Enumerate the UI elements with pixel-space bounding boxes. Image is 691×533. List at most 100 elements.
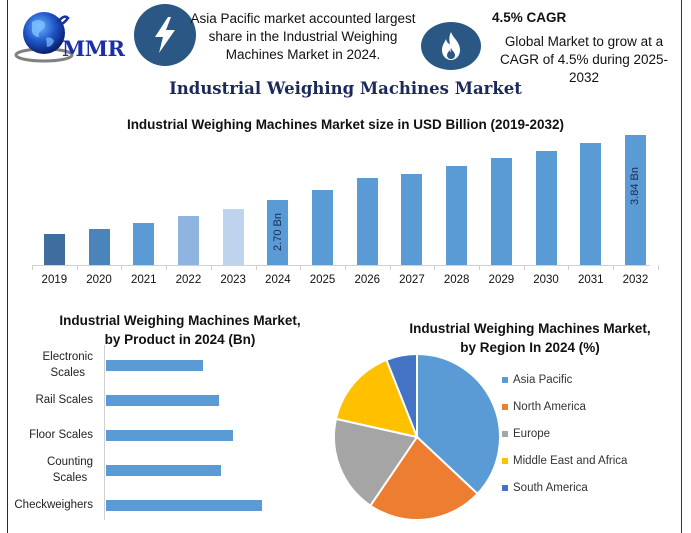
highlight-line: Machines Market in 2024. <box>225 47 381 62</box>
product-label: Floor Scales <box>29 429 93 441</box>
product-bar <box>106 394 219 406</box>
logo-text: MMR <box>62 36 125 61</box>
legend-label: Asia Pacific <box>513 374 573 386</box>
legend-swatch <box>502 431 508 437</box>
legend-swatch <box>502 485 508 491</box>
x-tick <box>523 265 525 270</box>
flame-icon <box>421 22 481 70</box>
x-tick-label: 2020 <box>86 274 112 286</box>
bar-2019 <box>43 234 65 265</box>
cagr-title: 4.5% CAGR <box>492 10 567 25</box>
legend-item: Middle East and Africa <box>502 455 627 467</box>
x-tick-label: 2029 <box>488 274 515 286</box>
x-tick <box>166 265 168 270</box>
x-tick-label: 2031 <box>577 274 604 286</box>
x-tick-label: 2030 <box>533 274 559 286</box>
legend-label: Middle East and Africa <box>513 455 628 467</box>
bar-2023 <box>222 209 244 265</box>
legend-item: Europe <box>502 428 550 440</box>
bar-2031 <box>580 143 602 265</box>
product-label: Rail Scales <box>35 394 93 406</box>
product-label: Counting Scales <box>46 456 93 484</box>
x-tick-label: 2028 <box>443 274 470 286</box>
pie-slice-europe <box>333 417 419 508</box>
product-chart-title: Industrial Weighing Machines Market, by … <box>40 311 320 349</box>
legend-swatch <box>502 458 508 464</box>
bar-2029 <box>490 158 512 265</box>
product-bar <box>106 429 233 441</box>
x-tick <box>479 265 480 270</box>
x-tick <box>613 265 615 270</box>
bar-2028 <box>446 166 468 265</box>
lightning-icon <box>134 4 196 66</box>
x-tick-label: 2021 <box>130 274 157 286</box>
bar-chart-title: Industrial Weighing Machines Market size… <box>126 117 565 132</box>
mmr-logo: MMR <box>14 8 132 66</box>
highlight-cagr: Global Market to grow at a CAGR of 4.5% … <box>485 33 683 87</box>
x-tick <box>434 265 436 270</box>
pie-slice-asia-pacific <box>416 352 501 496</box>
bar-2030 <box>535 151 557 265</box>
x-tick-label: 2032 <box>622 274 649 286</box>
x-tick-label: 2024 <box>265 274 291 286</box>
bar-2020 <box>88 229 110 265</box>
bar-2027 <box>401 174 423 265</box>
product-label: Electronic Scales <box>42 351 94 379</box>
legend-label: South America <box>513 482 588 494</box>
bar-2026 <box>356 178 378 265</box>
title-line: Industrial Weighing Machines Market, <box>409 321 651 336</box>
bar-2021 <box>133 223 155 265</box>
product-bar <box>106 359 203 371</box>
x-tick <box>210 265 212 270</box>
x-axis <box>32 265 650 266</box>
highlight-asia-pacific: Asia Pacific market accounted largest sh… <box>190 10 416 64</box>
page-title: Industrial Weighing Machines Market <box>169 79 522 98</box>
region-pie-chart <box>333 352 501 521</box>
legend-swatch <box>502 404 508 410</box>
pie-slice-south-america <box>385 352 418 438</box>
highlight-line: Global Market to grow at a <box>504 34 664 49</box>
highlight-line: Asia Pacific market accounted largest <box>190 11 416 26</box>
pie-slice-north-america <box>368 435 479 521</box>
region-chart-title: Industrial Weighing Machines Market, by … <box>380 319 680 357</box>
data-label-2024: 2.70 Bn <box>271 212 284 251</box>
x-tick-label: 2026 <box>354 274 381 286</box>
x-tick <box>121 265 123 270</box>
legend-label: Europe <box>513 428 551 440</box>
x-tick <box>32 265 33 270</box>
legend-item: Asia Pacific <box>502 374 572 386</box>
bar-2024 <box>267 200 289 265</box>
x-tick-label: 2027 <box>399 274 425 286</box>
x-tick <box>300 265 302 270</box>
bar-2022 <box>177 216 199 265</box>
x-tick <box>657 265 659 270</box>
highlight-line: CAGR of 4.5% during 2025-2032 <box>499 52 669 85</box>
y-axis <box>104 345 105 520</box>
bar-2032 <box>624 135 646 265</box>
x-tick <box>344 265 346 270</box>
pie-slice-middle-east-and-africa <box>334 358 419 439</box>
bar-2025 <box>312 190 334 265</box>
title-line: by Region In 2024 (%) <box>460 340 600 355</box>
legend-label: North America <box>513 401 586 413</box>
x-tick <box>568 265 570 270</box>
globe-icon <box>14 12 74 63</box>
title-line: by Product in 2024 (Bn) <box>104 332 256 347</box>
legend-swatch <box>502 377 508 383</box>
x-tick-label: 2019 <box>41 274 68 286</box>
product-bar <box>106 464 221 476</box>
infographic-frame <box>7 0 682 533</box>
x-tick-label: 2022 <box>175 274 202 286</box>
data-label-2032: 3.84 Bn <box>629 167 642 205</box>
x-tick <box>255 265 257 270</box>
product-bar <box>106 499 262 511</box>
x-tick-label: 2025 <box>309 274 336 286</box>
title-line: Industrial Weighing Machines Market, <box>59 313 301 328</box>
x-tick-label: 2023 <box>220 274 246 286</box>
x-tick <box>76 265 78 270</box>
x-tick <box>389 265 391 270</box>
legend-item: North America <box>502 401 586 413</box>
highlight-line: share in the Industrial Weighing <box>208 29 398 44</box>
legend-item: South America <box>502 482 588 494</box>
product-label: Checkweighers <box>14 499 93 511</box>
